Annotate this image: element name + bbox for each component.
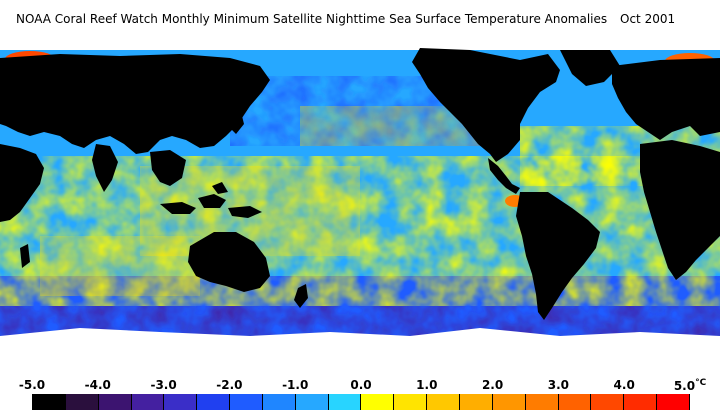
colorbar-swatch bbox=[32, 394, 66, 410]
colorbar-swatch bbox=[230, 394, 263, 410]
colorbar-tick-label: 4.0 bbox=[613, 378, 635, 392]
colorbar-swatch bbox=[131, 394, 165, 410]
title-text: NOAA Coral Reef Watch Monthly Minimum Sa… bbox=[16, 12, 608, 26]
colorbar-swatch bbox=[427, 394, 460, 410]
asia-west bbox=[0, 54, 270, 154]
central-america bbox=[488, 158, 520, 194]
map-title: NOAA Coral Reef Watch Monthly Minimum Sa… bbox=[0, 6, 720, 36]
japan bbox=[230, 108, 244, 134]
colorbar-swatch bbox=[558, 394, 592, 410]
colorbar-swatch bbox=[197, 394, 231, 410]
colorbar-swatch bbox=[525, 394, 559, 410]
colorbar-swatch bbox=[262, 394, 296, 410]
colorbar-swatch bbox=[459, 394, 493, 410]
north-america bbox=[412, 48, 560, 162]
africa bbox=[640, 140, 720, 280]
colorbar-tick-labels: -5.0 -4.0 -3.0 -2.0 -1.0 0.0 1.0 2.0 3.0 4.0 5.0°C bbox=[0, 378, 720, 394]
colorbar-swatch bbox=[295, 394, 329, 410]
madagascar bbox=[20, 244, 30, 268]
colorbar-swatch bbox=[624, 394, 658, 410]
colorbar bbox=[32, 394, 690, 410]
southeast-asia bbox=[150, 150, 186, 186]
eurasia bbox=[612, 58, 720, 140]
colorbar-tick-label: 3.0 bbox=[547, 378, 570, 392]
colorbar-tick-label: 1.0 bbox=[416, 378, 438, 392]
colorbar-swatch bbox=[591, 394, 625, 410]
colorbar-tick-label: 2.0 bbox=[481, 378, 504, 392]
unit-label: °C bbox=[695, 378, 707, 388]
greenland bbox=[560, 50, 620, 86]
colorbar-tick-label: 0.0 bbox=[350, 378, 372, 392]
antarctica bbox=[0, 342, 720, 370]
colorbar-tick-label: -2.0 bbox=[216, 378, 243, 392]
australia bbox=[188, 232, 270, 292]
colorbar-tick-label: -3.0 bbox=[150, 378, 177, 392]
colorbar-swatch bbox=[328, 394, 362, 410]
colorbar-tick-label: -4.0 bbox=[84, 378, 111, 392]
south-america bbox=[516, 192, 600, 320]
africa-west bbox=[0, 144, 44, 222]
indonesia bbox=[160, 202, 196, 214]
colorbar-tick-label: -1.0 bbox=[282, 378, 309, 392]
date-label: Oct 2001 bbox=[620, 12, 676, 26]
new-zealand bbox=[294, 284, 308, 308]
colorbar-swatch bbox=[492, 394, 526, 410]
colorbar-swatch bbox=[164, 394, 198, 410]
land-layer bbox=[0, 48, 720, 370]
colorbar-swatch bbox=[98, 394, 132, 410]
colorbar-tick-label: 5.0°C bbox=[673, 378, 707, 393]
colorbar-swatch bbox=[65, 394, 99, 410]
colorbar-swatch bbox=[394, 394, 428, 410]
colorbar-swatch bbox=[361, 394, 395, 410]
sst-anomaly-map bbox=[0, 36, 720, 370]
colorbar-tick-label: -5.0 bbox=[18, 378, 46, 392]
colorbar-swatch bbox=[657, 394, 690, 410]
india bbox=[92, 144, 118, 192]
